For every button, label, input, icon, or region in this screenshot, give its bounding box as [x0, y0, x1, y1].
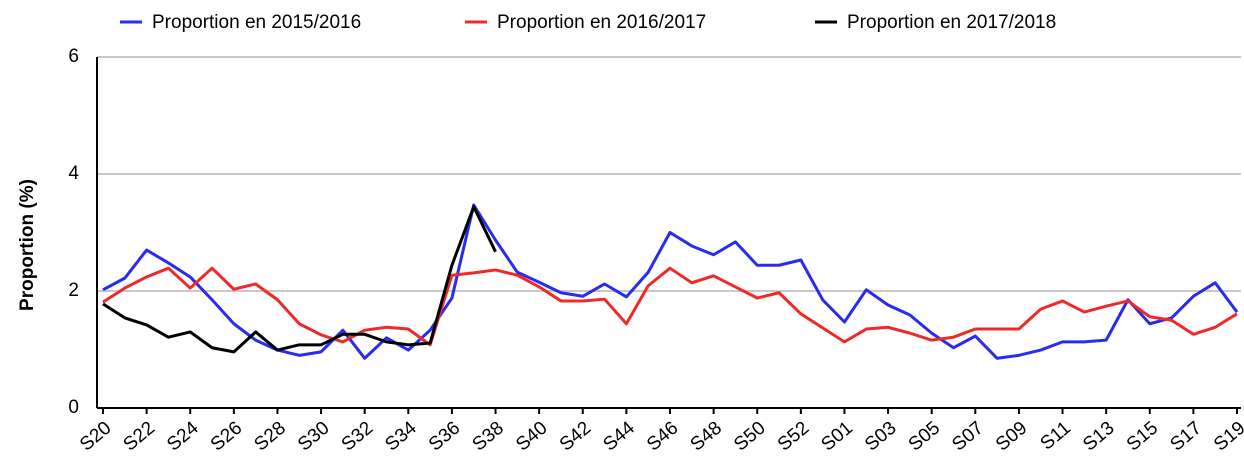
x-tick-label: S34 — [381, 417, 421, 455]
x-tick-label: S07 — [948, 418, 987, 456]
series-line — [102, 203, 1239, 360]
x-tick-label: S36 — [425, 418, 464, 456]
x-tick-label: S26 — [207, 418, 246, 456]
legend-label: Proportion en 2016/2017 — [497, 12, 706, 33]
legend-label: Proportion en 2015/2016 — [152, 12, 361, 33]
y-tick-label: 6 — [68, 46, 79, 67]
x-tick-label: S30 — [294, 418, 333, 456]
x-tick-label: S42 — [556, 418, 595, 456]
legend-label: Proportion en 2017/2018 — [847, 12, 1056, 33]
x-tick-label: S46 — [643, 418, 682, 456]
x-tick-label: S44 — [599, 417, 639, 455]
x-tick-label: S40 — [512, 418, 551, 456]
x-tick-label: S01 — [817, 418, 856, 456]
x-tick-label: S52 — [774, 418, 813, 456]
x-tick-label: S03 — [861, 418, 900, 456]
x-tick-label: S24 — [163, 417, 203, 455]
series-line — [102, 205, 497, 354]
series-line — [102, 266, 1238, 347]
x-tick-label: S28 — [250, 418, 289, 456]
y-tick-label: 0 — [68, 397, 79, 418]
y-tick-label: 2 — [68, 280, 79, 301]
x-tick-label: S20 — [76, 418, 115, 456]
x-tick-label: S48 — [687, 418, 726, 456]
x-tick-label: S19 — [1210, 418, 1244, 456]
x-tick-label: S05 — [905, 418, 944, 456]
x-tick-label: S09 — [992, 418, 1031, 456]
x-tick-label: S15 — [1123, 418, 1162, 456]
y-axis-label: Proportion (%) — [17, 179, 38, 311]
y-tick-label: 4 — [68, 163, 79, 184]
x-tick-label: S11 — [1037, 418, 1075, 455]
x-tick-label: S38 — [469, 418, 508, 456]
x-tick-label: S22 — [120, 418, 159, 456]
x-tick-label: S17 — [1166, 418, 1205, 456]
x-tick-label: S13 — [1079, 418, 1118, 456]
x-tick-label: S50 — [730, 418, 769, 456]
x-tick-label: S32 — [338, 418, 377, 456]
